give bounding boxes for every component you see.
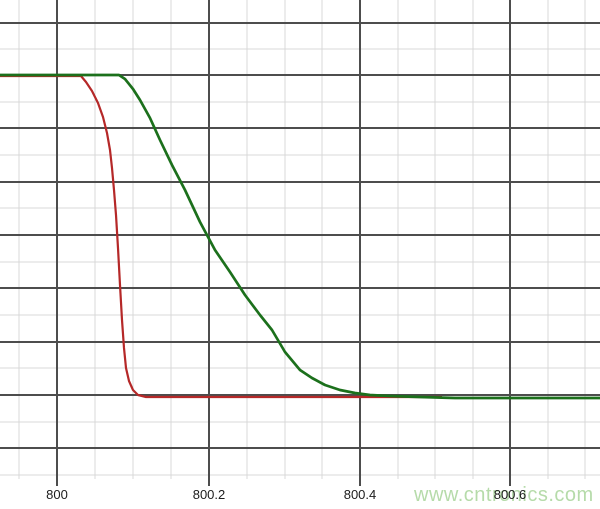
x-tick-label: 800.6: [493, 487, 527, 502]
x-tick-label: 800: [46, 487, 68, 502]
x-tick-label: 800.2: [192, 487, 226, 502]
watermark: www.cntronics.com: [414, 484, 594, 506]
red-curve: [0, 74, 442, 399]
green-curve: [0, 73, 600, 400]
x-tick-label: 800.4: [343, 487, 377, 502]
